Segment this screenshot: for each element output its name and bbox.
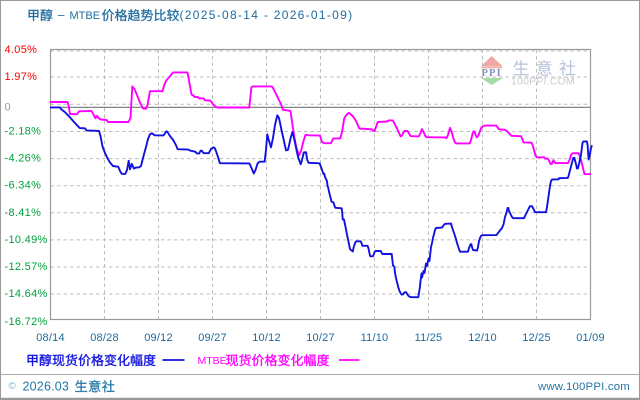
svg-text:2026.03: 2026.03 [23,380,70,394]
svg-text:MTBE: MTBE [70,10,101,22]
svg-text:08/14: 08/14 [36,332,65,344]
svg-text:-14.64%: -14.64% [5,288,48,300]
svg-text:-16.72%: -16.72% [5,316,48,328]
svg-text:MTBE: MTBE [198,355,227,367]
svg-text:(2025-08-14 - 2026-01-09): (2025-08-14 - 2026-01-09) [180,8,354,22]
svg-text:-4.26%: -4.26% [5,153,42,165]
svg-text:©: © [9,381,17,392]
svg-text:100PPI.COM: 100PPI.COM [511,76,575,88]
svg-text:0: 0 [5,102,11,114]
svg-text:09/27: 09/27 [198,332,227,344]
svg-text:1.97%: 1.97% [5,71,38,83]
svg-text:-6.34%: -6.34% [5,180,42,192]
svg-text:11/25: 11/25 [415,332,443,344]
svg-text:12/10: 12/10 [468,332,497,344]
svg-text:-12.57%: -12.57% [5,261,48,273]
svg-text:-10.49%: -10.49% [5,234,48,246]
svg-text:09/12: 09/12 [144,332,173,344]
svg-text:11/10: 11/10 [361,332,389,344]
svg-text:10/27: 10/27 [306,332,335,344]
svg-text:PPI: PPI [481,68,502,79]
svg-text:4.05%: 4.05% [5,44,38,56]
svg-text:–: – [58,8,65,22]
svg-text:01/09: 01/09 [576,332,605,344]
svg-text:-2.18%: -2.18% [5,126,42,138]
svg-text:10/12: 10/12 [252,332,281,344]
svg-text:-8.41%: -8.41% [5,207,42,219]
svg-text:www.100PPI.com: www.100PPI.com [537,381,630,393]
svg-text:12/25: 12/25 [522,332,551,344]
svg-text:08/28: 08/28 [90,332,119,344]
